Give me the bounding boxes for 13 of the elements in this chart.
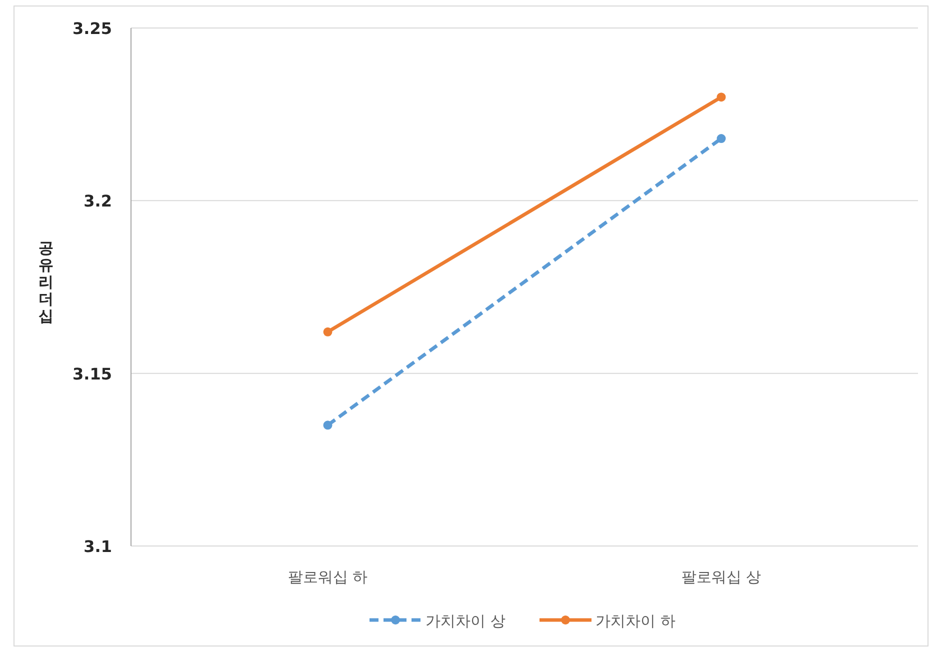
- point: [323, 420, 332, 430]
- y-tick-label: 3.15: [72, 364, 112, 384]
- y-tick-label: 3.1: [84, 537, 112, 556]
- x-tick-label: 팔로워십 상: [681, 568, 762, 586]
- point: [716, 134, 726, 144]
- x-tick-label: 팔로워십 하: [288, 568, 368, 586]
- point: [716, 92, 726, 102]
- y-tick-label: 3.25: [72, 19, 112, 38]
- point: [323, 327, 332, 336]
- y-axis-title: 공유리더십: [38, 239, 54, 325]
- y-tick-label: 3.2: [84, 192, 112, 211]
- legend-label: 가치차이 하: [596, 612, 676, 630]
- legend-label: 가치차이 상: [426, 612, 506, 630]
